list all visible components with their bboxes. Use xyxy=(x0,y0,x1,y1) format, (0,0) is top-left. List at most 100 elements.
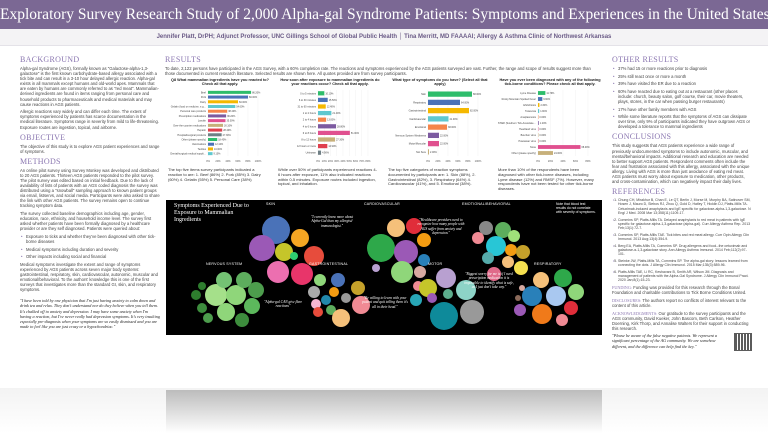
bubble-emotional xyxy=(514,261,528,275)
category-label: Gelatin (food or medicine, e.g… xyxy=(171,106,207,109)
bar xyxy=(318,91,325,96)
x-tick-label: 40% xyxy=(560,159,566,163)
bubble-motor xyxy=(419,279,437,297)
floor-reflection xyxy=(0,388,768,433)
chart-title: Have you ever been diagnosed with any of… xyxy=(499,78,601,87)
category-label: Cardiovascular xyxy=(409,118,426,121)
data-label: 36.20% xyxy=(227,115,236,118)
bubble-emotional xyxy=(487,267,501,281)
category-label: 31 to 60 minutes xyxy=(298,106,317,109)
data-label: 11.79% xyxy=(546,92,555,95)
data-label: 2.00% xyxy=(430,151,438,154)
category-label: Vaccinations xyxy=(192,143,207,146)
bubble-nervous-system xyxy=(205,284,227,306)
data-label: 22.00% xyxy=(440,143,449,146)
category-label: 1 to 2 hours xyxy=(303,112,317,115)
methods-text: An online pilot survey using Survey Monk… xyxy=(20,167,160,209)
symptoms-infographic: Symptoms Experienced Due to Exposure to … xyxy=(166,200,602,335)
bar xyxy=(538,103,540,107)
bar xyxy=(538,121,539,125)
conclusions-text: This study suggests that AGS patients ex… xyxy=(612,143,750,185)
category-label: Dairy xyxy=(200,101,207,104)
list-item: 25% still react once or more a month xyxy=(613,74,752,79)
data-label: 13.00% xyxy=(327,119,336,122)
x-tick-label: 60% xyxy=(573,159,579,163)
category-label: Not Sure xyxy=(416,151,426,154)
category-label: 0 to 5 minutes xyxy=(300,92,316,95)
background-text-2: Allergic reactions vary widely and can d… xyxy=(20,109,159,130)
bubble-gastrointestinal xyxy=(352,296,370,314)
x-tick-label: 0% xyxy=(316,159,320,163)
data-label: 14.90% xyxy=(328,145,337,148)
chart-title: What type of symptoms do you have? (Sele… xyxy=(392,78,488,87)
data-label: 88.00% xyxy=(473,93,482,96)
data-label: 64.00% xyxy=(461,101,470,104)
conclusions-heading: CONCLUSIONS xyxy=(612,132,672,142)
data-label: 35.00% xyxy=(227,120,236,123)
x-tick-label: 40% xyxy=(445,159,451,163)
data-label: 28.80% xyxy=(337,125,346,128)
bubble-cardiovascular xyxy=(394,240,418,264)
qr-code[interactable] xyxy=(734,333,752,352)
infographic-quote: "Alpha-gal CAN give flare reactions" xyxy=(263,300,303,309)
bubble-emotional xyxy=(482,252,494,264)
bubble-motor xyxy=(410,294,422,306)
infographic-quote: "Be willing to learn with your patient a… xyxy=(362,296,408,309)
bar xyxy=(428,91,472,97)
category-label: Heartland virus xyxy=(519,128,537,131)
list-item: Medical symptoms including duration and … xyxy=(21,247,160,252)
results-intro: To date, 2,122 persons have participated… xyxy=(165,66,591,77)
data-label: 1.90% xyxy=(540,110,548,113)
bubble-emotional xyxy=(505,244,517,256)
category-label: Heparin xyxy=(197,129,206,132)
category-label: Over-the-counter medications xyxy=(173,124,207,127)
chart-plot: 0% 20% 40% 60% 80% 100% Skin 88.00% Respiratory 6… xyxy=(395,90,482,163)
x-tick-label: 20% xyxy=(435,159,441,163)
category-label: STARI (Southern Tick-Associate… xyxy=(498,122,536,125)
x-tick-label: 80% xyxy=(585,159,591,163)
chart-caption: While over 50% of participants experienc… xyxy=(278,167,377,187)
category-label: Anaplasmosis xyxy=(520,116,536,119)
bar xyxy=(208,104,236,109)
category-label: Motor/Muscular xyxy=(409,143,426,146)
bubble-cardiovascular xyxy=(367,234,395,262)
x-tick-label: 30% xyxy=(334,159,340,163)
infographic-quote: "Biggest worry for me is if I need presc… xyxy=(464,272,514,289)
x-tick-label: 60% xyxy=(353,159,359,163)
chart-caption: The top five categories of reaction symp… xyxy=(388,167,476,187)
category-label: Nervous System Weakness xyxy=(395,134,426,137)
category-label: Other (please specify) xyxy=(512,152,537,155)
bubble-gastrointestinal xyxy=(313,307,323,317)
bubble-respiratory xyxy=(519,285,525,291)
x-tick-label: 20% xyxy=(548,159,554,163)
x-tick-label: 50% xyxy=(347,159,353,163)
list-item: 60% have reacted due to eating out at a … xyxy=(613,89,752,104)
category-label: 6 to 8 hours xyxy=(303,132,317,135)
bubble-skin xyxy=(262,216,290,244)
bar xyxy=(318,110,332,116)
data-label: 6.90% xyxy=(543,98,551,101)
bubble-respiratory xyxy=(533,272,549,288)
x-tick-label: 60% xyxy=(235,159,241,163)
bar xyxy=(318,130,350,136)
bubble-gastrointestinal xyxy=(314,274,326,286)
data-label: 41.00% xyxy=(450,118,459,121)
category-label: Rocky Mountain Spotted Fever xyxy=(502,98,536,101)
category-label: Personal care products xyxy=(180,110,206,113)
chart-caption: More than 10% of the respondents have be… xyxy=(498,167,594,192)
bar xyxy=(318,124,336,129)
data-label: 22.00% xyxy=(440,134,449,137)
data-label: 12.40% xyxy=(327,106,336,109)
bubble-skin xyxy=(304,246,324,266)
bar-chart-3: What type of symptoms do you have? (Sele… xyxy=(388,78,492,171)
disclosures-text: The authors report no conflicts of inter… xyxy=(612,297,747,308)
bubble-cardiovascular xyxy=(406,218,422,234)
category-label: Hospital/surgical products xyxy=(177,134,206,137)
chart-title: How soon after exposure to mammalian ing… xyxy=(280,78,380,87)
infographic-reflection xyxy=(166,390,602,433)
x-tick-label: 10% xyxy=(322,159,328,163)
bar xyxy=(208,123,224,127)
x-tick-label: 0% xyxy=(426,159,430,163)
data-label: 82.00% xyxy=(470,110,479,113)
funding-label: FUNDING: xyxy=(612,285,633,291)
